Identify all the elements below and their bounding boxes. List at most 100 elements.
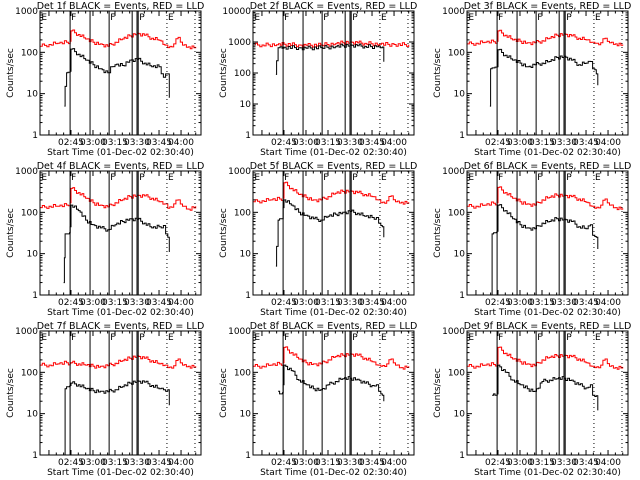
region-label: E <box>168 333 174 343</box>
series-line-lld <box>253 181 410 205</box>
region-label: P <box>139 13 145 23</box>
y-tick-label: 10 <box>454 410 466 420</box>
x-tick-label: 03:30 <box>124 298 150 308</box>
region-label: F <box>110 13 115 23</box>
x-tick-label: 04:00 <box>168 138 194 148</box>
region-label: E <box>468 13 474 23</box>
x-tick-label: 03:00 <box>293 458 319 468</box>
region-label: P <box>352 173 358 183</box>
x-tick-label: 02:45 <box>271 138 297 148</box>
x-tick-label: 02:45 <box>58 298 84 308</box>
x-tick-label: 03:30 <box>337 298 363 308</box>
y-tick-label: 1 <box>459 451 465 461</box>
y-axis-label: Counts/sec <box>433 48 443 98</box>
region-label: F <box>71 13 76 23</box>
region-label: F <box>71 333 76 343</box>
region-label: F <box>323 13 328 23</box>
plot-frame <box>39 170 202 296</box>
x-tick-label: 04:00 <box>381 458 407 468</box>
region-label: F <box>110 173 115 183</box>
plot-area <box>40 29 197 107</box>
y-tick-label: 1 <box>32 291 38 301</box>
y-tick-label: 1 <box>32 451 38 461</box>
region-label: P <box>139 333 145 343</box>
y-tick-label: 100 <box>448 368 465 378</box>
chart-title: Det 8f BLACK = Events, RED = LLD <box>250 321 418 332</box>
region-label: F <box>110 333 115 343</box>
region-label: E <box>468 173 474 183</box>
plot-frame <box>39 330 202 456</box>
region-label: F <box>284 13 289 23</box>
series-line-events <box>64 380 170 455</box>
x-tick-label: 03:45 <box>146 138 172 148</box>
region-label: P <box>566 333 572 343</box>
x-tick-label: 03:30 <box>124 138 150 148</box>
plot-frame <box>466 10 629 136</box>
plot-frame <box>466 170 629 296</box>
series-line-lld <box>253 346 410 370</box>
x-tick-label: 02:45 <box>485 138 511 148</box>
x-tick-label: 03:15 <box>529 298 555 308</box>
region-label: E <box>168 173 174 183</box>
x-tick-label: 03:45 <box>146 298 172 308</box>
x-tick-label: 03:45 <box>359 298 385 308</box>
region-label: P <box>566 13 572 23</box>
region-label: P <box>352 333 358 343</box>
region-label: E <box>254 333 260 343</box>
region-label: E <box>254 173 260 183</box>
x-tick-label: 02:45 <box>271 458 297 468</box>
y-tick-label: 1 <box>459 291 465 301</box>
y-axis-label: Counts/sec <box>6 208 16 258</box>
region-label: E <box>381 13 387 23</box>
y-tick-label: 100 <box>234 368 251 378</box>
x-tick-label: 03:45 <box>359 458 385 468</box>
x-tick-label: 04:00 <box>595 138 621 148</box>
x-tick-label: 04:00 <box>595 298 621 308</box>
chart-title: Det 5f BLACK = Events, RED = LLD <box>250 161 418 172</box>
y-tick-label: 1000 <box>442 167 465 177</box>
x-axis-label: Start Time (01-Dec-02 02:30:40) <box>474 148 621 158</box>
x-tick-label: 03:00 <box>80 138 106 148</box>
y-tick-label: 1000 <box>228 38 251 48</box>
x-tick-label: 03:30 <box>337 138 363 148</box>
x-tick-label: 03:45 <box>573 458 599 468</box>
y-tick-label: 10 <box>240 410 252 420</box>
y-axis-label: Counts/sec <box>6 48 16 98</box>
series-line-events <box>64 48 170 107</box>
y-tick-label: 100 <box>21 368 38 378</box>
x-tick-label: 03:15 <box>315 458 341 468</box>
y-tick-label: 1 <box>459 131 465 141</box>
plot-frame <box>466 330 629 456</box>
y-tick-label: 1000 <box>15 7 38 17</box>
y-tick-label: 10000 <box>222 7 251 17</box>
plot-area <box>253 346 410 402</box>
series-line-events <box>489 48 599 107</box>
x-tick-label: 02:45 <box>485 458 511 468</box>
x-tick-label: 03:30 <box>337 458 363 468</box>
x-tick-label: 02:45 <box>485 298 511 308</box>
plot-area <box>467 186 624 295</box>
region-label: F <box>323 333 328 343</box>
y-tick-label: 10 <box>27 90 39 100</box>
x-tick-label: 03:15 <box>529 458 555 468</box>
y-tick-label: 10 <box>27 250 39 260</box>
y-axis-label: Counts/sec <box>433 208 443 258</box>
x-tick-label: 03:00 <box>80 458 106 468</box>
region-label: F <box>284 333 289 343</box>
y-tick-label: 100 <box>21 48 38 58</box>
x-tick-label: 04:00 <box>381 138 407 148</box>
region-label: F <box>537 13 542 23</box>
region-label: E <box>254 13 260 23</box>
y-tick-label: 1000 <box>442 327 465 337</box>
x-axis-label: Start Time (01-Dec-02 02:30:40) <box>260 308 407 318</box>
y-tick-label: 1 <box>32 131 38 141</box>
x-tick-label: 04:00 <box>381 298 407 308</box>
x-tick-label: 03:45 <box>359 138 385 148</box>
series-line-events <box>275 199 385 267</box>
chart-title: Det 3f BLACK = Events, RED = LLD <box>464 1 632 12</box>
